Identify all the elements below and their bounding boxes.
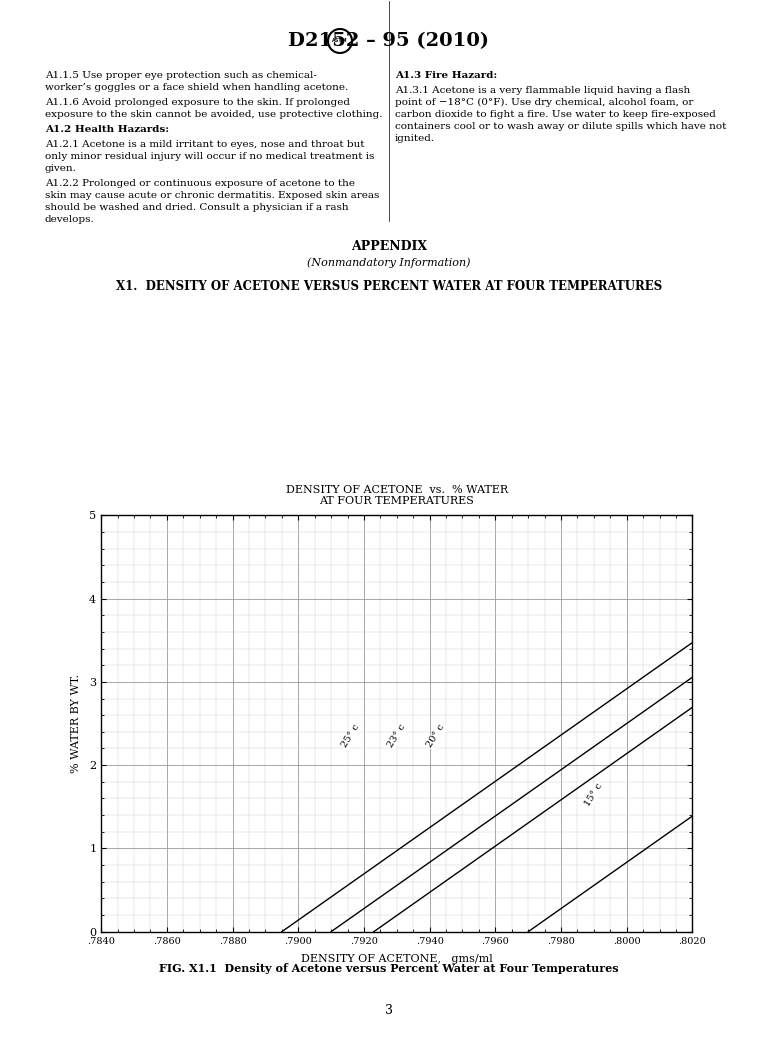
Text: develops.: develops. xyxy=(45,215,95,224)
Text: given.: given. xyxy=(45,164,77,173)
Text: APPENDIX: APPENDIX xyxy=(351,239,427,253)
Text: FIG. X1.1  Density of Acetone versus Percent Water at Four Temperatures: FIG. X1.1 Density of Acetone versus Perc… xyxy=(159,964,619,974)
Text: skin may cause acute or chronic dermatitis. Exposed skin areas: skin may cause acute or chronic dermatit… xyxy=(45,191,380,200)
Text: A1.1.6 Avoid prolonged exposure to the skin. If prolonged: A1.1.6 Avoid prolonged exposure to the s… xyxy=(45,98,350,107)
Text: 20° c: 20° c xyxy=(426,722,447,750)
Text: ignited.: ignited. xyxy=(395,134,435,143)
Text: A1.3.1 Acetone is a very flammable liquid having a flash: A1.3.1 Acetone is a very flammable liqui… xyxy=(395,86,690,95)
Text: X1.  DENSITY OF ACETONE VERSUS PERCENT WATER AT FOUR TEMPERATURES: X1. DENSITY OF ACETONE VERSUS PERCENT WA… xyxy=(116,279,662,293)
X-axis label: DENSITY OF ACETONE,   gms/ml: DENSITY OF ACETONE, gms/ml xyxy=(301,954,492,964)
Text: point of −18°C (0°F). Use dry chemical, alcohol foam, or: point of −18°C (0°F). Use dry chemical, … xyxy=(395,98,693,107)
Text: 15° c: 15° c xyxy=(584,781,605,808)
Text: should be washed and dried. Consult a physician if a rash: should be washed and dried. Consult a ph… xyxy=(45,203,349,212)
Text: D2152 – 95 (2010): D2152 – 95 (2010) xyxy=(289,32,489,50)
Title: DENSITY OF ACETONE  vs.  % WATER
AT FOUR TEMPERATURES: DENSITY OF ACETONE vs. % WATER AT FOUR T… xyxy=(286,484,508,506)
Text: ASTM: ASTM xyxy=(332,39,348,44)
Text: containers cool or to wash away or dilute spills which have not: containers cool or to wash away or dilut… xyxy=(395,122,727,131)
Text: exposure to the skin cannot be avoided, use protective clothing.: exposure to the skin cannot be avoided, … xyxy=(45,110,383,119)
Text: A1.1.5 Use proper eye protection such as chemical-: A1.1.5 Use proper eye protection such as… xyxy=(45,71,317,80)
Text: 3: 3 xyxy=(385,1005,393,1017)
Text: 25° c: 25° c xyxy=(340,722,362,750)
Text: carbon dioxide to fight a fire. Use water to keep fire-exposed: carbon dioxide to fight a fire. Use wate… xyxy=(395,110,716,119)
Y-axis label: % WATER BY WT.: % WATER BY WT. xyxy=(71,674,81,773)
Text: A1.2.1 Acetone is a mild irritant to eyes, nose and throat but: A1.2.1 Acetone is a mild irritant to eye… xyxy=(45,139,365,149)
Text: worker’s goggles or a face shield when handling acetone.: worker’s goggles or a face shield when h… xyxy=(45,83,349,92)
Text: 23° c: 23° c xyxy=(386,722,408,750)
Text: A1.3 Fire Hazard:: A1.3 Fire Hazard: xyxy=(395,71,497,80)
Text: A1.2.2 Prolonged or continuous exposure of acetone to the: A1.2.2 Prolonged or continuous exposure … xyxy=(45,179,355,188)
Text: A1.2 Health Hazards:: A1.2 Health Hazards: xyxy=(45,125,169,134)
Text: (Nonmandatory Information): (Nonmandatory Information) xyxy=(307,258,471,269)
Text: only minor residual injury will occur if no medical treatment is: only minor residual injury will occur if… xyxy=(45,152,374,161)
